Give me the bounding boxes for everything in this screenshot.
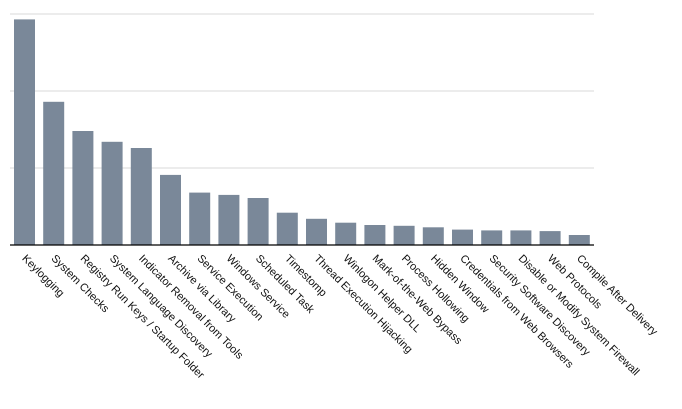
bar-11	[335, 222, 357, 245]
bar-9	[276, 212, 298, 245]
bar-6	[189, 192, 211, 245]
bar-14	[422, 227, 444, 245]
bar-13	[393, 225, 415, 246]
bar-19	[568, 235, 590, 245]
bar-0	[14, 19, 35, 246]
bar-8	[247, 198, 269, 245]
bar-18	[539, 231, 561, 245]
bar-17	[510, 230, 532, 245]
bar-4	[130, 148, 152, 245]
bar-15	[452, 229, 473, 245]
bar-7	[218, 194, 240, 245]
bar-2	[72, 131, 94, 245]
x-tick-label: Disable or Modify System Firewall	[516, 253, 642, 379]
gridlines	[10, 13, 594, 169]
bar-3	[101, 141, 123, 245]
bar-12	[364, 225, 386, 245]
bars	[14, 19, 590, 246]
bar-5	[160, 174, 181, 245]
bar-1	[43, 101, 65, 245]
bar-10	[306, 218, 327, 245]
bar-16	[481, 230, 503, 245]
